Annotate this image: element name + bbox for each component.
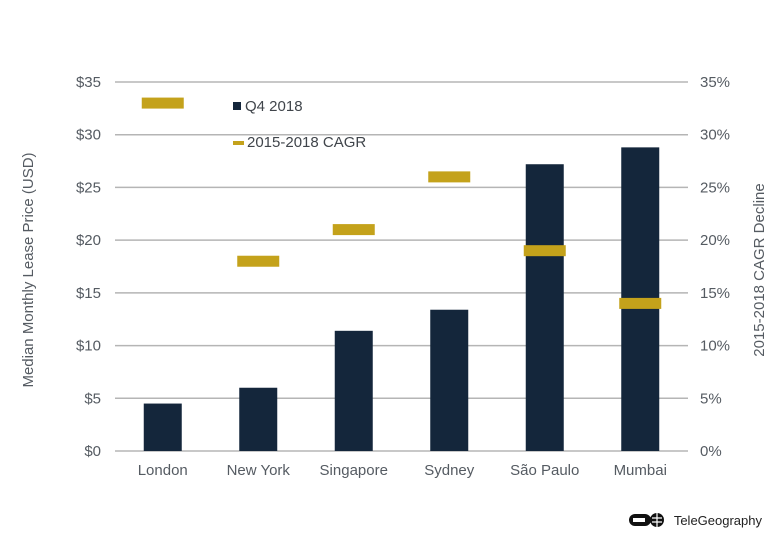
telegeography-logo-icon <box>628 513 664 527</box>
brand-name: TeleGeography <box>673 512 762 528</box>
legend-label-marker: 2015-2018 CAGR <box>247 134 366 151</box>
y-axis-title: Median Monthly Lease Price (USD) <box>20 152 37 387</box>
y-tick-label: $5 <box>84 390 101 407</box>
y2-tick-label: 0% <box>700 443 722 460</box>
bar-london <box>143 403 182 451</box>
x-tick-label: London <box>138 462 188 479</box>
y-tick-label: $25 <box>76 179 101 196</box>
brand-logo: TeleGeography <box>628 512 762 528</box>
y-tick-label: $30 <box>76 127 101 144</box>
y2-tick-label: 35% <box>700 74 730 91</box>
y-tick-label: $20 <box>76 232 101 249</box>
legend-swatch-bar <box>233 102 241 110</box>
gridlines <box>115 81 688 452</box>
y2-tick-label: 30% <box>700 127 730 144</box>
cagr-marker-series <box>141 97 662 309</box>
y2-tick-label: 25% <box>700 179 730 196</box>
y2-tick-label: 5% <box>700 390 722 407</box>
y-tick-label: $10 <box>76 338 101 355</box>
bar-series <box>143 147 660 451</box>
y-tick-label: $15 <box>76 285 101 302</box>
y-tick-label: $0 <box>84 443 101 460</box>
cagr-marker-sydney <box>428 171 471 183</box>
y2-axis-ticks: 0% 5% 10% 15% 20% 25% 30% 35% <box>700 74 730 460</box>
legend-label-bar: Q4 2018 <box>245 98 303 115</box>
bar-s-o-paulo <box>525 164 564 451</box>
y2-tick-label: 15% <box>700 285 730 302</box>
x-tick-label: New York <box>227 462 291 479</box>
bar-sydney <box>430 309 469 451</box>
x-axis-ticks: London New York Singapore Sydney São Paulo Mu… <box>138 462 667 479</box>
y-tick-label: $35 <box>76 74 101 91</box>
x-tick-label: São Paulo <box>510 462 579 479</box>
y-axis-ticks: $0 $5 $10 $15 $20 $25 $30 $35 <box>76 74 101 460</box>
legend-swatch-marker <box>233 141 244 145</box>
legend: Q4 2018 2015-2018 CAGR <box>233 98 366 151</box>
cagr-marker-new-york <box>237 255 280 267</box>
cagr-marker-london <box>141 97 184 109</box>
cagr-marker-singapore <box>332 224 375 236</box>
bar-singapore <box>334 330 373 451</box>
x-tick-label: Sydney <box>424 462 475 479</box>
cagr-marker-mumbai <box>619 297 662 309</box>
bar-new-york <box>239 387 278 451</box>
y2-tick-label: 20% <box>700 232 730 249</box>
x-tick-label: Mumbai <box>614 462 667 479</box>
cagr-marker-s-o-paulo <box>523 245 566 257</box>
y2-tick-label: 10% <box>700 338 730 355</box>
x-tick-label: Singapore <box>320 462 388 479</box>
y2-axis-title: 2015-2018 CAGR Decline <box>751 183 768 356</box>
